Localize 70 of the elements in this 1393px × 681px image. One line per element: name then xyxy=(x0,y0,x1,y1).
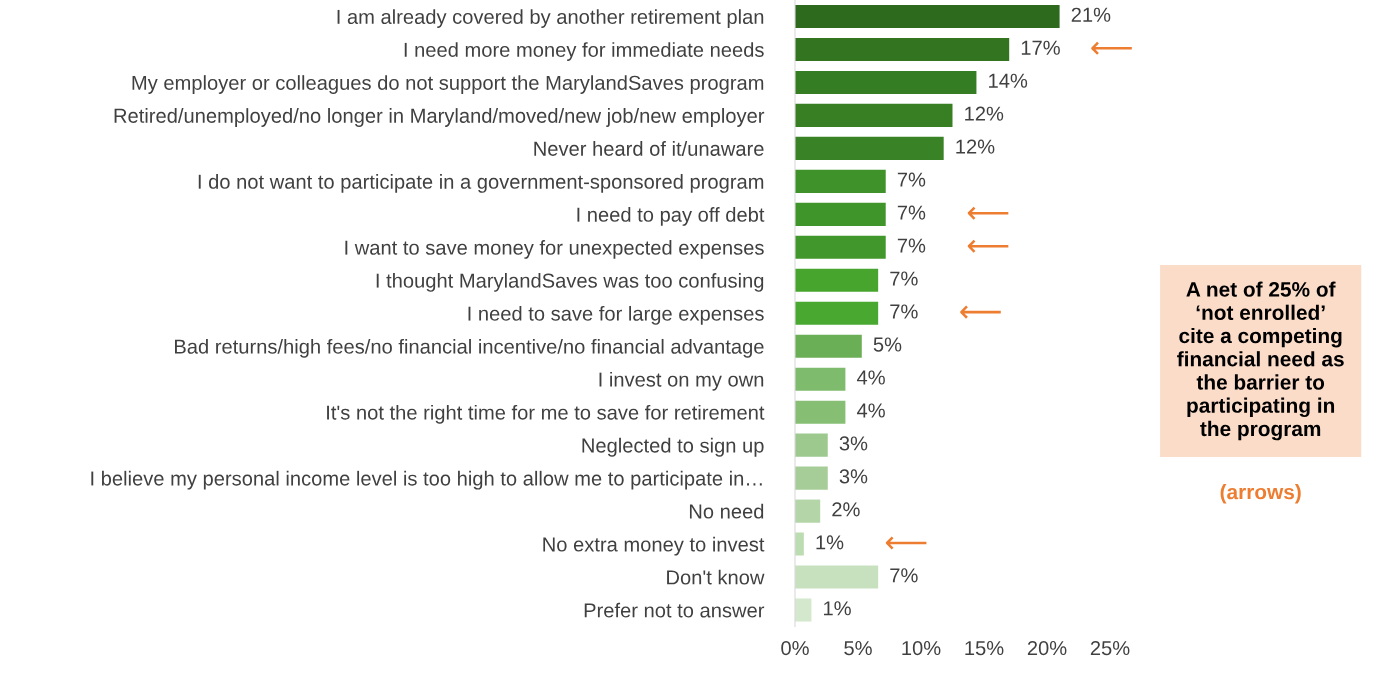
data-label: 17% xyxy=(1021,40,1060,55)
y-tick-label: My employer or colleagues do not support the MarylandSaves program xyxy=(132,75,764,94)
annotation: ⟵ xyxy=(967,206,1009,220)
bar xyxy=(795,367,846,391)
annotation: ⟵ xyxy=(1091,41,1132,55)
data-label: 7% xyxy=(890,271,918,286)
x-tick-label: 0% xyxy=(781,640,809,656)
annotation: ⟵ xyxy=(960,305,1001,319)
bar xyxy=(795,4,1060,29)
bar xyxy=(795,169,886,193)
data-label: 1% xyxy=(824,601,851,616)
data-label: 3% xyxy=(839,469,868,484)
bar xyxy=(795,433,828,457)
bar xyxy=(795,103,953,127)
y-tick-label: Neglected to sign up xyxy=(582,437,764,457)
x-tick-label: 20% xyxy=(1027,640,1067,656)
data-label: 21% xyxy=(1071,7,1111,22)
data-label: 4% xyxy=(856,370,885,385)
bar xyxy=(795,268,879,292)
y-tick-label: I believe my personal income level is too high to allow me to participate in… xyxy=(91,470,762,490)
data-label: 5% xyxy=(873,337,902,352)
text: (arrows) xyxy=(1220,484,1301,504)
data-label: 3% xyxy=(839,436,868,451)
annotation: ⟵ xyxy=(885,536,927,550)
y-tick-label: Don't know xyxy=(667,569,765,585)
bar xyxy=(795,499,821,523)
y-tick-label: Never heard of it/unaware xyxy=(534,141,764,156)
data-label: 12% xyxy=(965,106,1004,121)
x-tick-label: 10% xyxy=(902,640,941,656)
bar xyxy=(795,37,1010,61)
data-label: 2% xyxy=(832,502,860,517)
y-tick-label: No extra money to invest xyxy=(543,536,765,556)
x-tick-label: 15% xyxy=(965,641,1004,656)
y-tick-label: I do not want to participate in a government-sponsored program xyxy=(198,174,764,193)
annotation: ⟵ xyxy=(967,239,1009,253)
data-label: 7% xyxy=(897,172,926,187)
bar xyxy=(795,466,828,490)
data-label: 4% xyxy=(856,403,885,418)
bar xyxy=(795,70,977,94)
data-label: 1% xyxy=(816,535,844,550)
data-label: 7% xyxy=(890,568,918,583)
bar xyxy=(795,334,862,358)
data-label: 12% xyxy=(956,139,995,154)
bar xyxy=(795,202,886,226)
bar xyxy=(795,136,944,160)
bar xyxy=(795,565,879,589)
y-tick-label: I need more money for immediate needs xyxy=(404,42,764,61)
data-label: 7% xyxy=(890,304,918,319)
y-tick-label: No need xyxy=(689,503,764,519)
data-label: 7% xyxy=(897,205,926,220)
y-tick-label: I invest on my own xyxy=(599,371,764,391)
bar xyxy=(795,301,879,325)
bar xyxy=(795,235,886,259)
y-tick-label: I want to save money for unexpected expenses xyxy=(345,240,764,259)
y-tick-label: I thought MarylandSaves was too confusing xyxy=(376,272,764,292)
x-tick-label: 5% xyxy=(844,641,872,656)
y-tick-label: Prefer not to answer xyxy=(584,602,765,618)
text: A net of 25% of ‘not enrolled’ cite a competing financial need as the barrier to participating in the program xyxy=(1177,281,1344,441)
data-label: 7% xyxy=(897,238,926,253)
y-tick-label: Bad returns/high fees/no financial incentive/no financial advantage xyxy=(175,338,764,358)
y-tick-label: It's not the right time for me to save for retirement xyxy=(327,404,765,424)
y-tick-label: I need to pay off debt xyxy=(577,207,765,226)
bar xyxy=(795,400,846,424)
y-tick-label: I am already covered by another retirement plan xyxy=(337,9,764,28)
data-label: 14% xyxy=(989,73,1028,88)
x-tick-label: 25% xyxy=(1090,640,1130,656)
y-tick-label: Retired/unemployed/no longer in Maryland/moved/new job/new employer xyxy=(114,108,765,127)
bar xyxy=(795,532,804,556)
bar xyxy=(795,598,812,622)
y-tick-label: I need to save for large expenses xyxy=(468,305,764,325)
